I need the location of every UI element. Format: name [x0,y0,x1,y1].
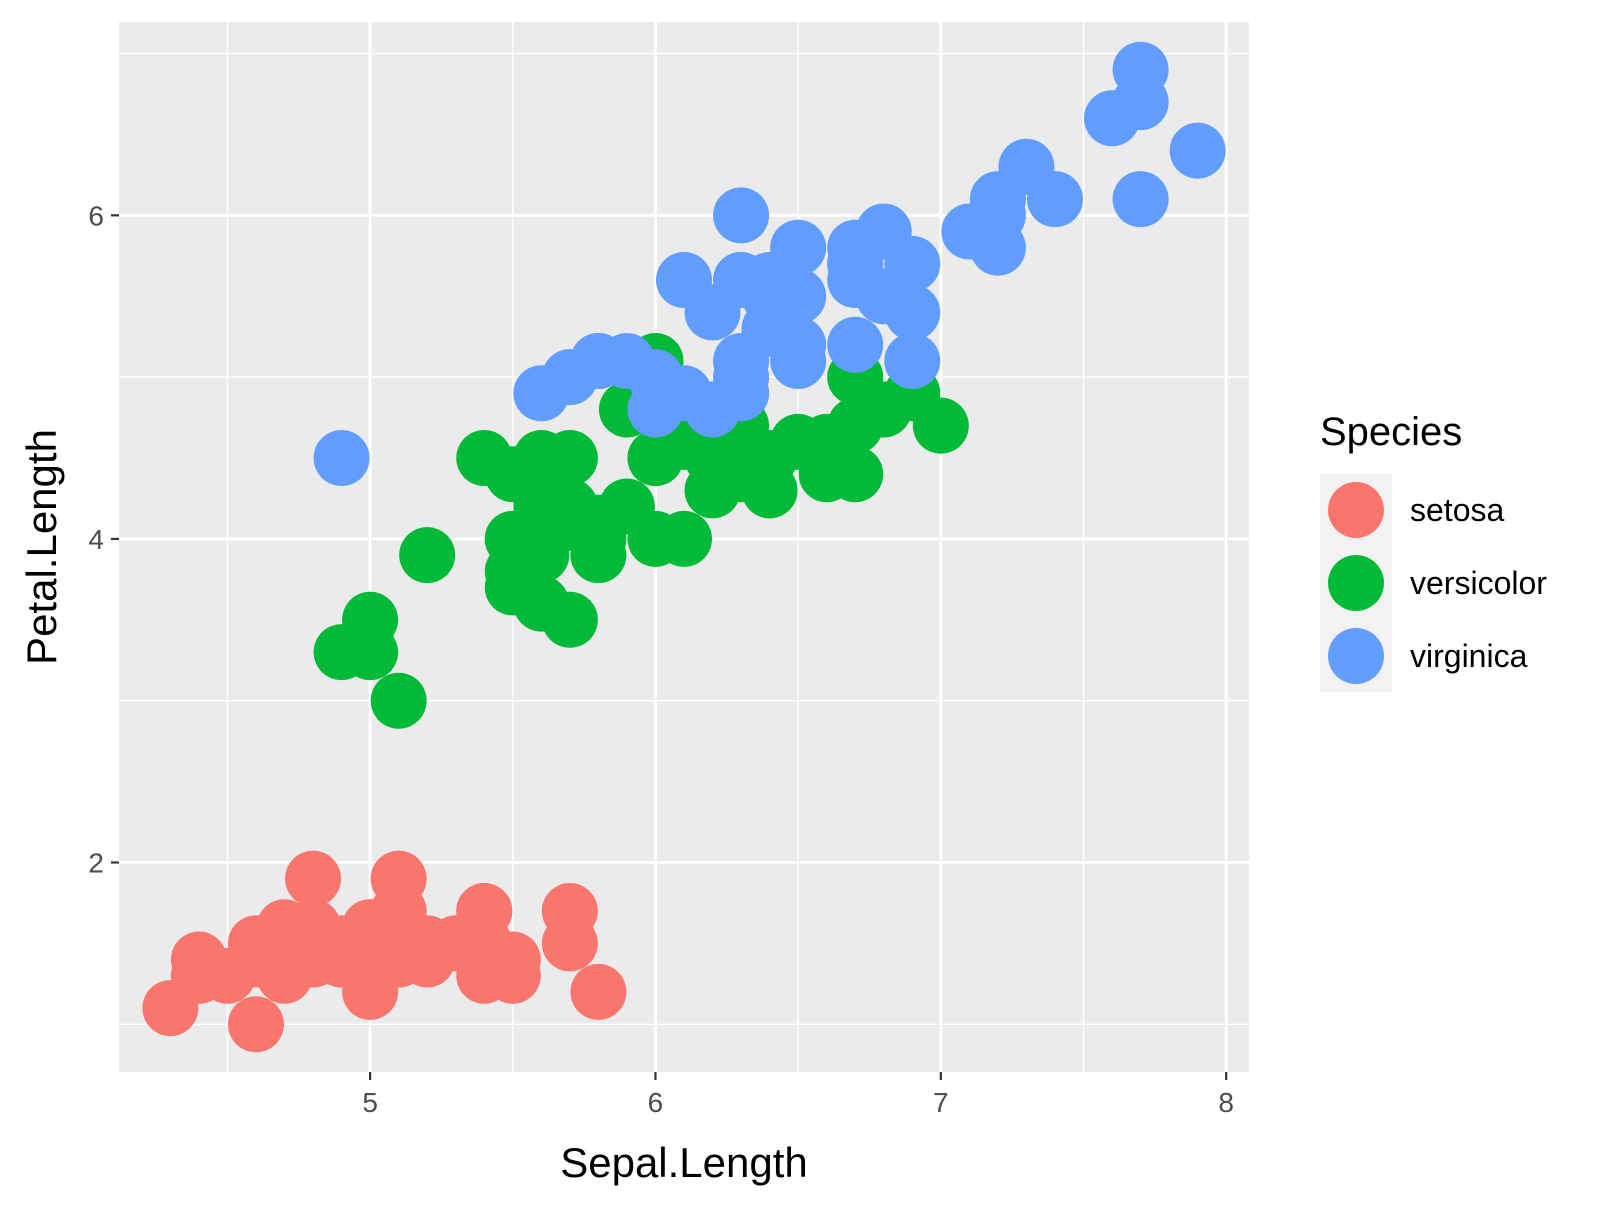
x-tick-labels: 5 6 7 8 [362,1087,1234,1118]
y-tick-label: 2 [88,847,104,878]
data-point-versicolor [541,591,598,648]
data-point-setosa [227,931,284,988]
x-tick-label: 7 [933,1087,949,1118]
data-point-setosa [285,850,342,907]
data-point-versicolor [484,559,541,616]
data-point-versicolor [541,494,598,551]
data-point-setosa [342,931,399,988]
data-point-virginica [627,381,684,438]
data-point-versicolor [798,446,855,503]
legend-label-virginica: virginica [1410,638,1528,674]
data-point-virginica [1169,122,1226,179]
data-points [142,41,1226,1053]
data-point-virginica [1112,74,1169,131]
data-point-setosa [227,996,284,1053]
data-point-virginica [313,430,370,487]
data-point-virginica [884,332,941,389]
data-point-virginica [513,365,570,422]
data-point-setosa [541,883,598,940]
legend-label-setosa: setosa [1410,492,1504,528]
data-point-virginica [770,316,827,373]
data-point-virginica [884,284,941,341]
data-point-virginica [827,235,884,292]
data-point-versicolor [827,397,884,454]
legend-label-versicolor: versicolor [1410,565,1547,601]
data-point-versicolor [370,672,427,729]
y-tick-labels: 2 4 6 [88,200,104,878]
data-point-setosa [285,931,342,988]
data-point-setosa [427,915,484,972]
legend-key-setosa [1328,482,1384,538]
data-point-versicolor [342,624,399,681]
data-point-versicolor [399,527,456,584]
legend-key-versicolor [1328,555,1384,611]
legend-title: Species [1320,410,1462,454]
data-point-virginica [684,284,741,341]
data-point-setosa [170,947,227,1004]
y-tick-label: 6 [88,200,104,231]
x-axis-title: Sepal.Length [560,1139,808,1186]
data-point-versicolor [656,510,712,567]
data-point-virginica [741,268,798,325]
data-point-virginica [1026,171,1083,228]
data-point-setosa [484,947,541,1004]
data-point-virginica [969,219,1026,276]
y-tick-label: 4 [88,524,104,555]
data-point-virginica [713,349,770,406]
x-tick-label: 6 [648,1087,664,1118]
y-axis-title: Petal.Length [18,429,65,665]
data-point-setosa [370,850,427,907]
legend-key-virginica [1328,628,1384,684]
x-tick-label: 5 [362,1087,378,1118]
data-point-virginica [598,332,655,389]
data-point-virginica [827,316,884,373]
legend: Species setosa versicolor virginica [1320,410,1547,692]
x-tick-label: 8 [1218,1087,1234,1118]
data-point-setosa [570,963,627,1020]
data-point-virginica [713,187,770,244]
data-point-versicolor [684,462,741,519]
data-point-virginica [1112,171,1169,228]
axis-ticks [111,214,1228,1080]
